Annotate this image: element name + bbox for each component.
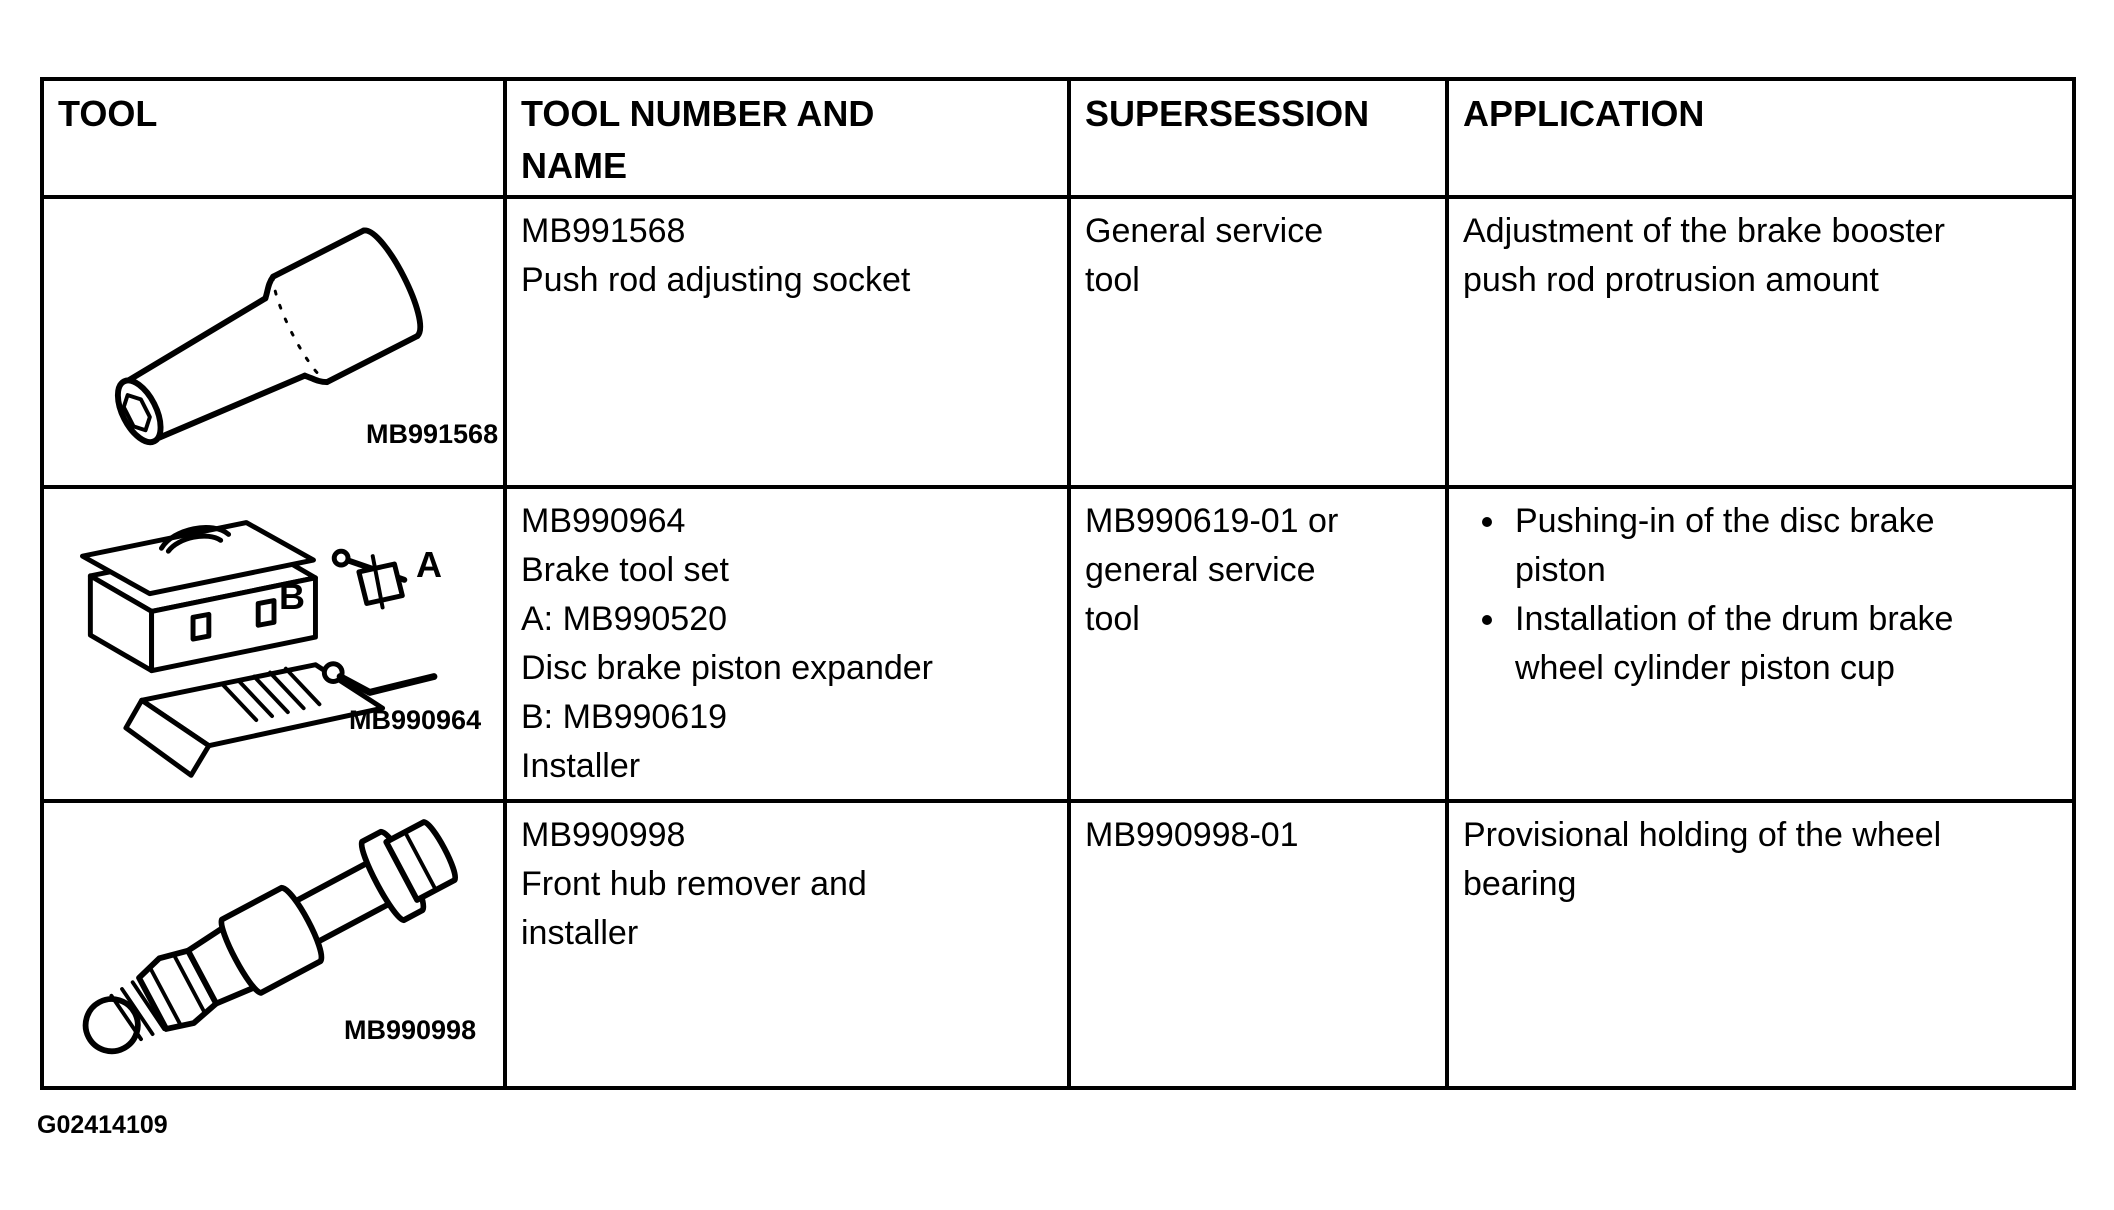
illustration-label: MB991568 bbox=[366, 419, 499, 449]
cell-line: B: MB990619 bbox=[521, 698, 728, 736]
cell-line: Adjustment of the brake booster bbox=[1463, 212, 1945, 250]
cell-line: MB990998 bbox=[521, 816, 686, 854]
header-line: SUPERSESSION bbox=[1085, 93, 1370, 134]
cell-line: MB990964 bbox=[521, 502, 686, 540]
application-cell-mb991568: Adjustment of the brake booster push rod… bbox=[1445, 195, 2072, 485]
cell-line: A: MB990520 bbox=[521, 600, 728, 638]
part-label-b: B bbox=[279, 576, 305, 617]
header-line: TOOL NUMBER AND bbox=[521, 93, 875, 134]
tool-number-cell-mb990964: MB990964 Brake tool set A: MB990520 Disc… bbox=[503, 485, 1067, 799]
cell-line: General service bbox=[1085, 212, 1324, 250]
cell-line: installer bbox=[521, 914, 639, 952]
application-cell-mb990998: Provisional holding of the wheel bearing bbox=[1445, 799, 2072, 1086]
tool-illustration-cell-mb990998: MB990998 bbox=[44, 799, 503, 1086]
cell-line: MB991568 bbox=[521, 212, 686, 250]
application-bullet-item: Pushing-in of the disc brake piston bbox=[1509, 497, 2058, 595]
cell-line: wheel cylinder piston cup bbox=[1515, 649, 1895, 687]
part-label-a: A bbox=[416, 544, 442, 585]
cell-line: Installation of the drum brake bbox=[1515, 600, 1954, 638]
brake-tool-set-drawing bbox=[79, 520, 438, 778]
cell-line: Provisional holding of the wheel bbox=[1463, 816, 1942, 854]
header-line: TOOL bbox=[58, 93, 158, 134]
cell-line: tool bbox=[1085, 600, 1140, 638]
cell-line: MB990998-01 bbox=[1085, 816, 1299, 854]
header-cell-supersession: SUPERSESSION bbox=[1067, 81, 1445, 195]
cell-line: Installer bbox=[521, 747, 641, 785]
cell-line: piston bbox=[1515, 551, 1606, 589]
header-cell-tool: TOOL bbox=[44, 81, 503, 195]
supersession-cell-mb990998: MB990998-01 bbox=[1067, 799, 1445, 1086]
cell-line: bearing bbox=[1463, 865, 1577, 903]
application-bullet-list: Pushing-in of the disc brake piston Inst… bbox=[1495, 497, 2058, 693]
cell-line: Brake tool set bbox=[521, 551, 729, 589]
illustration-label: MB990998 bbox=[344, 1015, 477, 1045]
header-line: NAME bbox=[521, 145, 627, 186]
header-line: APPLICATION bbox=[1463, 93, 1705, 134]
supersession-cell-mb991568: General service tool bbox=[1067, 195, 1445, 485]
cell-line: MB990619-01 or bbox=[1085, 502, 1339, 540]
tool-illustration-cell-mb991568: MB991568 bbox=[44, 195, 503, 485]
cell-line: tool bbox=[1085, 261, 1140, 299]
supersession-cell-mb990964: MB990619-01 or general service tool bbox=[1067, 485, 1445, 799]
cell-line: general service bbox=[1085, 551, 1316, 589]
application-cell-mb990964: Pushing-in of the disc brake piston Inst… bbox=[1445, 485, 2072, 799]
tool-number-cell-mb990998: MB990998 Front hub remover and installer bbox=[503, 799, 1067, 1086]
application-bullet-item: Installation of the drum brake wheel cyl… bbox=[1509, 595, 2058, 693]
tool-number-cell-mb991568: MB991568 Push rod adjusting socket bbox=[503, 195, 1067, 485]
cell-line: Front hub remover and bbox=[521, 865, 867, 903]
push-rod-adjusting-socket-drawing bbox=[114, 227, 424, 446]
header-cell-tool-number-and-name: TOOL NUMBER AND NAME bbox=[503, 81, 1067, 195]
special-tools-table: TOOL TOOL NUMBER AND NAME SUPERSESSION A… bbox=[40, 77, 2076, 1090]
cell-line: Pushing-in of the disc brake bbox=[1515, 502, 1935, 540]
illustration-label: MB990964 bbox=[349, 705, 482, 735]
cell-line: Push rod adjusting socket bbox=[521, 261, 911, 299]
cell-line: push rod protrusion amount bbox=[1463, 261, 1879, 299]
cell-line: Disc brake piston expander bbox=[521, 649, 934, 687]
header-cell-application: APPLICATION bbox=[1445, 81, 2072, 195]
tool-illustration-cell-mb990964: B A MB990964 bbox=[44, 485, 503, 799]
front-hub-remover-installer-drawing bbox=[82, 819, 458, 1055]
figure-code: G02414109 bbox=[37, 1111, 168, 1139]
